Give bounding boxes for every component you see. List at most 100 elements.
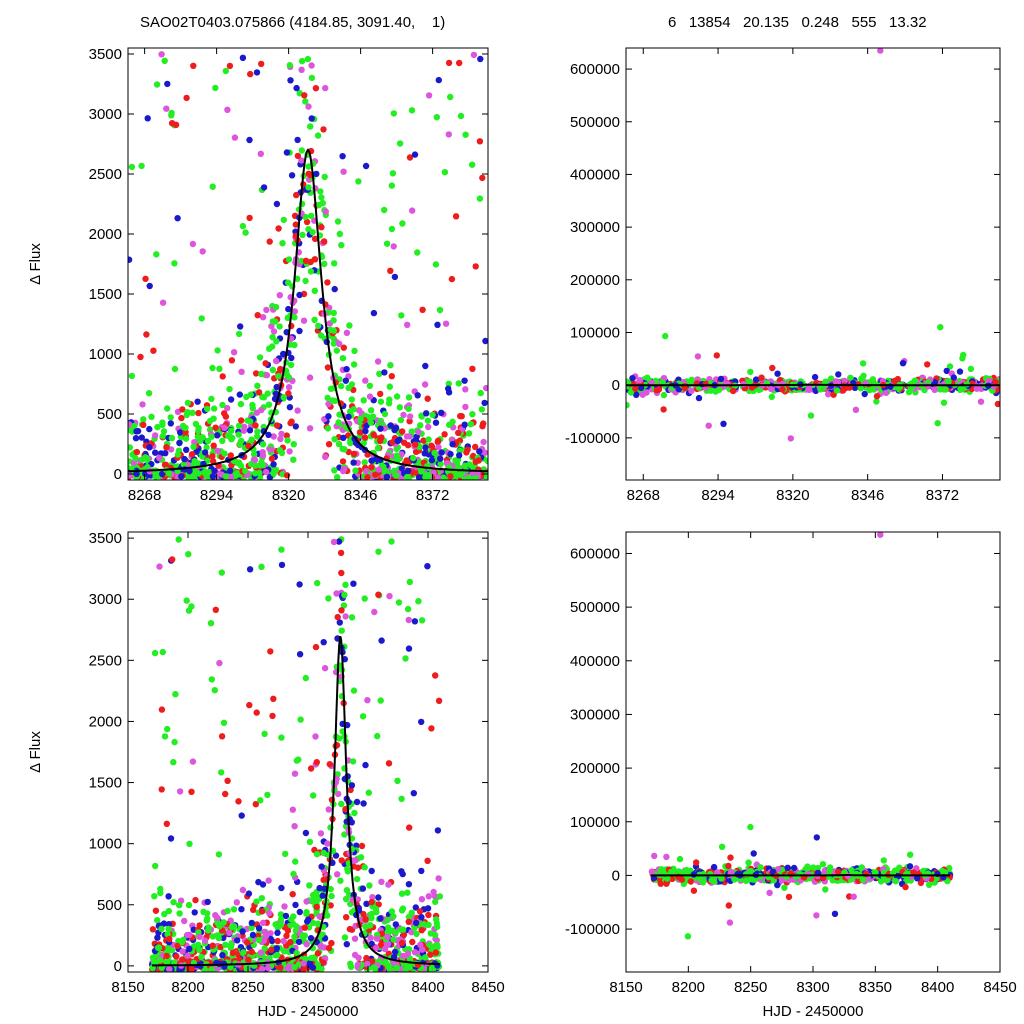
data-point [243, 939, 251, 946]
data-point [334, 474, 341, 480]
data-point [341, 591, 348, 598]
data-point [324, 279, 331, 286]
data-point [252, 470, 259, 477]
data-point [149, 926, 157, 933]
data-point [254, 433, 261, 440]
data-point [424, 395, 431, 402]
data-point [158, 925, 165, 932]
data-point [690, 887, 698, 894]
y-tick-label: 500000 [570, 599, 620, 616]
data-point [298, 147, 305, 154]
data-point [150, 347, 157, 354]
data-point [419, 306, 426, 313]
data-point [263, 306, 270, 314]
data-point [404, 605, 412, 613]
data-point [254, 428, 261, 435]
data-point [283, 472, 291, 479]
data-point [388, 182, 395, 189]
data-point [404, 473, 411, 480]
data-point [191, 474, 198, 480]
data-point [128, 256, 133, 263]
data-point [304, 55, 312, 63]
data-point [361, 434, 369, 441]
data-point [292, 858, 299, 865]
data-point [307, 258, 314, 266]
y-tick-label: 500000 [570, 114, 620, 131]
data-point [303, 218, 311, 226]
data-point [311, 316, 318, 323]
data-point [273, 945, 280, 952]
data-point [338, 627, 345, 634]
data-point [676, 855, 684, 863]
data-point [459, 469, 466, 477]
data-point [314, 950, 322, 957]
data-point [273, 383, 280, 391]
data-point [274, 951, 281, 959]
data-point [256, 354, 264, 361]
data-point [161, 910, 168, 918]
data-point [412, 904, 419, 911]
data-point [345, 413, 352, 420]
data-point [445, 380, 452, 387]
data-point [377, 425, 384, 432]
data-point [414, 249, 421, 256]
data-point [758, 374, 765, 381]
data-point [406, 418, 413, 425]
data-point [447, 93, 454, 101]
data-point [248, 919, 255, 927]
data-point [182, 424, 189, 431]
data-point [228, 942, 235, 949]
data-point [301, 924, 308, 931]
data-point [434, 321, 441, 328]
data-point [399, 870, 406, 878]
data-point [402, 655, 409, 662]
data-point [305, 103, 312, 110]
data-point [280, 394, 287, 401]
data-point [480, 438, 487, 446]
data-point [428, 457, 436, 464]
data-point [288, 335, 295, 342]
data-point [142, 275, 149, 282]
data-point [301, 92, 308, 99]
data-point [286, 448, 293, 455]
data-point [233, 469, 241, 477]
data-point [174, 451, 182, 458]
data-point [435, 697, 443, 704]
data-point [338, 800, 345, 808]
data-point [214, 347, 221, 354]
data-point [236, 391, 243, 398]
data-point [255, 925, 263, 932]
data-point [314, 132, 322, 139]
data-point [943, 367, 950, 375]
data-point [280, 216, 287, 224]
data-point [977, 398, 985, 405]
data-point [253, 69, 261, 76]
x-tick-label: 8350 [351, 979, 384, 996]
data-point [186, 467, 193, 475]
plot-frame [127, 47, 489, 481]
data-point [400, 411, 407, 419]
data-point [166, 935, 173, 943]
data-point [313, 170, 320, 178]
data-point [258, 370, 265, 378]
data-point [246, 566, 254, 573]
data-point [992, 378, 999, 386]
data-point [627, 389, 635, 396]
data-point [650, 874, 658, 882]
data-point [140, 416, 147, 423]
data-point [398, 465, 406, 472]
data-point [638, 384, 645, 392]
data-point [367, 407, 375, 414]
data-point [138, 162, 145, 170]
data-point [265, 401, 273, 408]
data-point [833, 387, 841, 394]
data-point [308, 74, 316, 82]
data-point [184, 409, 191, 416]
data-point [410, 454, 417, 462]
data-point [715, 386, 723, 394]
data-point [138, 434, 145, 441]
data-point [945, 378, 952, 385]
y-tick-label: 500 [97, 897, 122, 914]
data-point [398, 939, 406, 947]
data-point [216, 923, 223, 930]
